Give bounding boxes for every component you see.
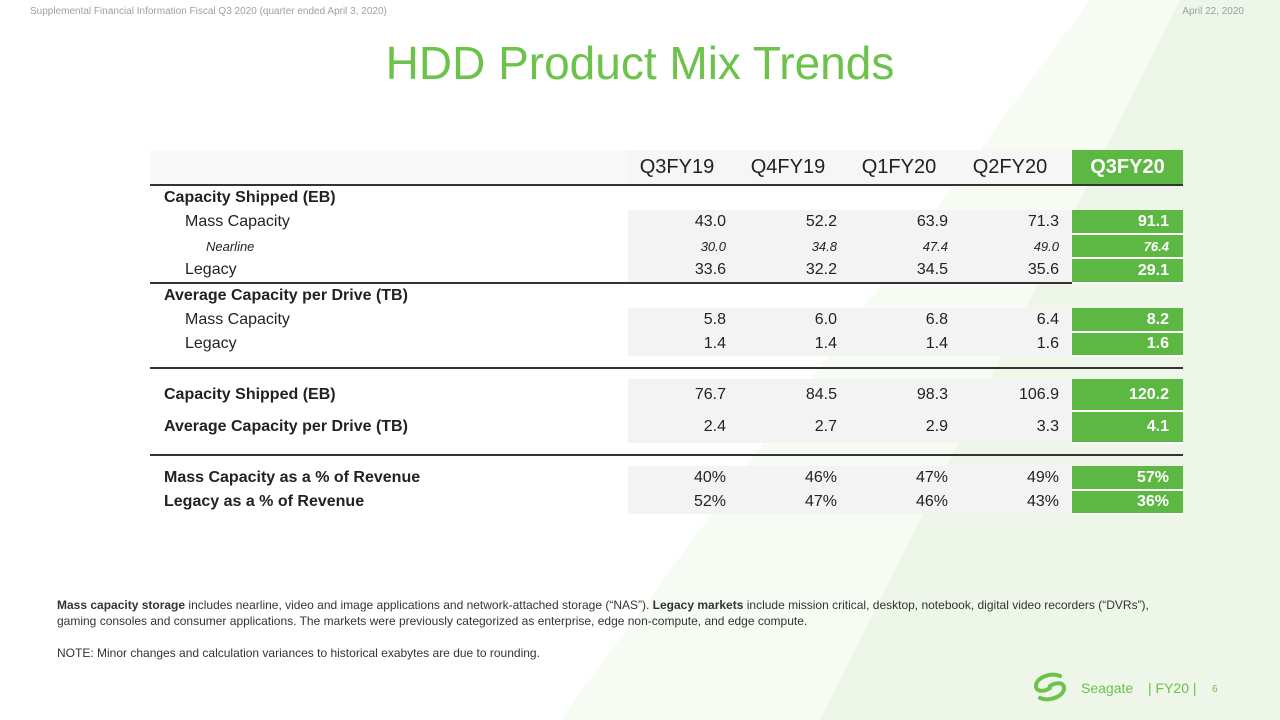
row-label: Mass Capacity [185,213,290,230]
page-title: HDD Product Mix Trends [385,37,895,89]
cell: 6.4 [961,308,1072,332]
cell: 2.7 [739,411,850,443]
spacer [150,443,1183,455]
cell: 47% [739,490,850,514]
cell-highlight: 57% [1072,466,1183,491]
column-header: Q4FY19 [739,150,850,185]
cell: 98.3 [850,379,961,411]
column-header: Q2FY20 [961,150,1072,185]
cell: 2.9 [850,411,961,443]
product-mix-table: Q3FY19 Q4FY19 Q1FY20 Q2FY20 Q3FY20 Capac… [150,150,1183,515]
cell: 5.8 [628,308,739,332]
footnote-legacy-term: Legacy markets [652,598,744,612]
cell: 1.6 [961,332,1072,356]
row-label: Legacy [185,261,237,278]
cell: 46% [850,490,961,514]
cell: 47.4 [850,234,961,258]
spacer [150,356,1183,368]
table-row: Capacity Shipped (EB) 76.7 84.5 98.3 106… [150,379,1183,412]
cell: 43.0 [628,210,739,234]
cell: 30.0 [628,234,739,258]
table-row: Nearline 30.0 34.8 47.4 49.0 76.4 [150,234,1183,259]
header-blank [150,150,628,185]
cell: 49% [961,466,1072,490]
cell: 47% [850,466,961,490]
table-row: Mass Capacity as a % of Revenue 40% 46% … [150,466,1183,491]
footnote: Mass capacity storage includes nearline,… [57,597,1167,629]
cell-highlight: 36% [1072,490,1183,515]
cell: 35.6 [961,258,1072,283]
cell: 6.8 [850,308,961,332]
table-row: Mass Capacity 5.8 6.0 6.8 6.4 8.2 [150,308,1183,333]
table-row: Legacy 33.6 32.2 34.5 35.6 29.1 [150,258,1183,284]
cell-highlight: 8.2 [1072,308,1183,333]
cell: 43% [961,490,1072,514]
table-row: Average Capacity per Drive (TB) 2.4 2.7 … [150,411,1183,444]
cell: 34.8 [739,234,850,258]
cell: 49.0 [961,234,1072,258]
cell: 34.5 [850,258,961,283]
cell: 1.4 [850,332,961,356]
cell: 52% [628,490,739,514]
cell: 40% [628,466,739,490]
section-row: Capacity Shipped (EB) [150,185,1183,210]
cell: 106.9 [961,379,1072,411]
column-header-current: Q3FY20 [1072,150,1183,185]
row-label: Capacity Shipped (EB) [164,386,336,403]
footnote-mass-term: Mass capacity storage [57,598,186,612]
spacer [150,369,1183,379]
table-row: Legacy as a % of Revenue 52% 47% 46% 43%… [150,490,1183,515]
cell-highlight: 29.1 [1072,258,1183,284]
table-row: Mass Capacity 43.0 52.2 63.9 71.3 91.1 [150,210,1183,235]
column-header: Q1FY20 [850,150,961,185]
page-number: 6 [1212,684,1218,695]
footnote-legacy-text: include mission critical, desktop, noteb… [57,598,1149,628]
cell: 52.2 [739,210,850,234]
header-date: April 22, 2020 [1182,6,1244,17]
cell-highlight: 76.4 [1072,234,1183,259]
header-subtitle: Supplemental Financial Information Fisca… [30,6,387,17]
cell: 3.3 [961,411,1072,443]
row-label: Mass Capacity as a % of Revenue [164,469,421,486]
cell: 1.4 [739,332,850,356]
cell: 63.9 [850,210,961,234]
section-label: Capacity Shipped (EB) [164,189,336,206]
cell: 71.3 [961,210,1072,234]
cell: 76.7 [628,379,739,411]
row-label: Mass Capacity [185,311,290,328]
column-header: Q3FY19 [628,150,739,185]
footnote-mass-text: includes nearline, video and image appli… [185,598,653,612]
cell: 1.4 [628,332,739,356]
cell-highlight: 1.6 [1072,332,1183,357]
rounding-note: NOTE: Minor changes and calculation vari… [57,646,540,660]
seagate-logo-icon [1033,672,1067,702]
cell: 32.2 [739,258,850,283]
cell-highlight: 4.1 [1072,411,1183,444]
cell: 46% [739,466,850,490]
section-row: Average Capacity per Drive (TB) [150,284,1183,308]
table-row: Legacy 1.4 1.4 1.4 1.6 1.6 [150,332,1183,357]
row-label: Legacy as a % of Revenue [164,493,365,510]
row-label: Legacy [185,335,237,352]
cell-highlight: 91.1 [1072,210,1183,235]
footer-fiscal-year: | FY20 | [1148,680,1197,696]
cell: 2.4 [628,411,739,443]
cell: 33.6 [628,258,739,283]
cell: 6.0 [739,308,850,332]
cell-highlight: 120.2 [1072,379,1183,412]
spacer [150,456,1183,466]
footer-brand: Seagate [1081,680,1134,696]
row-label: Average Capacity per Drive (TB) [164,418,408,435]
section-label: Average Capacity per Drive (TB) [164,287,408,304]
row-label: Nearline [206,238,255,254]
table-header-row: Q3FY19 Q4FY19 Q1FY20 Q2FY20 Q3FY20 [150,150,1183,185]
cell: 84.5 [739,379,850,411]
